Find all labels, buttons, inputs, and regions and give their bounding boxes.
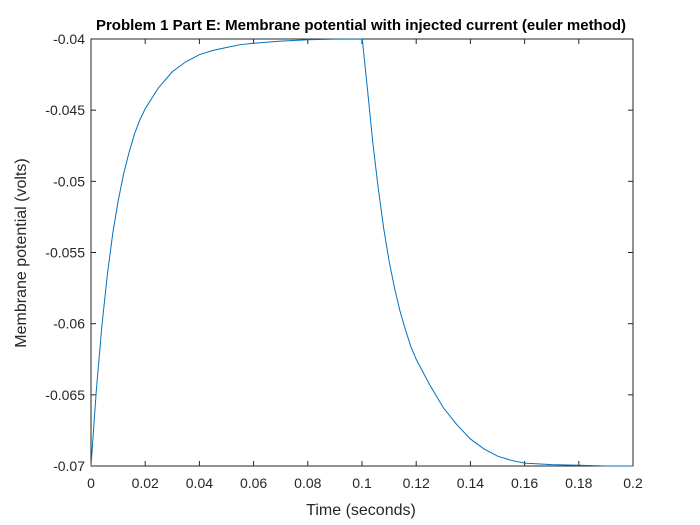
x-tick-label: 0.06 [240,475,267,491]
y-tick-label: -0.065 [45,387,85,403]
x-axis-label: Time (seconds) [306,502,416,519]
series-layer [90,38,633,467]
y-tick-label: -0.07 [53,458,85,474]
y-axis: -0.07 -0.065 -0.06 -0.055 -0.05 -0.045 -0.04 [45,31,633,474]
x-tick-label: 0.02 [132,475,159,491]
y-tick-label: -0.045 [45,102,85,118]
x-tick-label: 0.08 [294,475,321,491]
x-tick-label: 0.04 [186,475,213,491]
y-tick-label: -0.06 [53,316,85,332]
x-tick-label: 0.14 [457,475,484,491]
y-tick-label: -0.055 [45,245,85,261]
x-tick-label: 0.16 [511,475,538,491]
series-line-0 [90,38,633,467]
y-axis-label: Membrane potential (volts) [13,158,30,347]
x-tick-label: 0.18 [565,475,592,491]
y-tick-label: -0.04 [53,31,85,47]
x-tick-label: 0.1 [352,475,372,491]
x-tick-label: 0.12 [403,475,430,491]
x-tick-label: 0 [87,475,95,491]
chart-title: Problem 1 Part E: Membrane potential wit… [96,17,626,34]
x-tick-label: 0.2 [623,475,643,491]
plot-area [90,38,634,467]
y-tick-label: -0.05 [53,173,85,189]
x-axis: 0 0.02 0.04 0.06 0.08 0.1 0.12 0.14 0.16 0.18 0.2 [87,39,643,491]
